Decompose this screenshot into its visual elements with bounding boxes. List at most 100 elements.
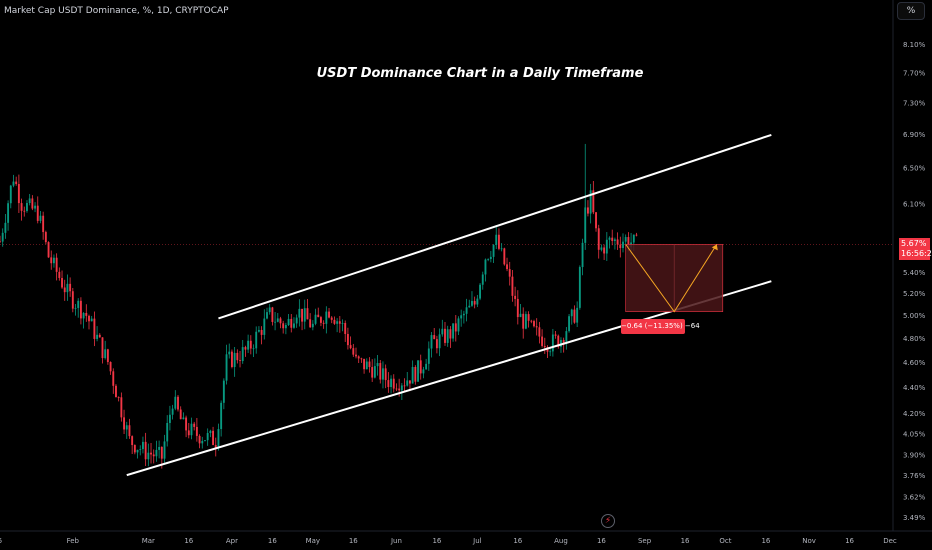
candle-body: [204, 440, 206, 442]
candle-body: [322, 322, 325, 324]
x-tick-label: 16: [845, 537, 854, 545]
candle-body: [66, 283, 69, 293]
candle-body: [460, 315, 463, 319]
candle-body: [535, 326, 538, 328]
candle-body: [47, 242, 50, 258]
y-tick-label: 4.20%: [903, 410, 926, 418]
candle-body: [209, 430, 212, 434]
candle-body: [182, 417, 185, 420]
projection-arrowhead: [711, 244, 718, 251]
candle-body: [419, 360, 422, 374]
candle-body: [479, 284, 482, 299]
projection-path: [625, 244, 718, 313]
y-tick-label: 6.50%: [903, 165, 926, 173]
x-tick-label: 16: [432, 537, 441, 545]
candle-body: [88, 315, 90, 322]
chart-title: USDT Dominance Chart in a Daily Timefram…: [316, 66, 644, 81]
candle-body: [487, 258, 490, 260]
y-tick-label: 3.76%: [903, 472, 926, 480]
candle-body: [430, 335, 433, 349]
candle-body: [503, 248, 506, 265]
candle-body: [516, 298, 519, 318]
candle-body: [128, 425, 131, 437]
candle-body: [104, 349, 107, 359]
y-tick-label: 3.49%: [903, 514, 926, 522]
candle-body: [371, 367, 374, 378]
y-tick-label: 3.90%: [903, 452, 926, 460]
x-tick-label: Jun: [390, 537, 402, 545]
candle-body: [427, 348, 430, 364]
candle-body: [241, 347, 244, 362]
candle-body: [34, 205, 37, 209]
candle-body: [489, 256, 492, 259]
candle-body: [198, 435, 201, 444]
candle-body: [136, 449, 139, 453]
candle-body: [69, 283, 72, 292]
candle-body: [616, 239, 619, 245]
candle-body: [155, 449, 158, 457]
candle-body: [271, 307, 274, 322]
candle-body: [435, 339, 438, 349]
candle-body: [379, 363, 382, 380]
candle-body: [589, 190, 592, 214]
candle-body: [349, 345, 352, 349]
candle-body: [622, 241, 624, 249]
candle-body: [595, 212, 597, 229]
candle-body: [15, 181, 18, 184]
candle-body: [500, 248, 503, 250]
percent-scale-button[interactable]: %: [897, 2, 925, 20]
candle-body: [446, 329, 449, 343]
candle-body: [471, 301, 473, 306]
candle-body: [187, 430, 190, 436]
candle-body: [524, 314, 527, 329]
candle-body: [468, 305, 471, 308]
candle-body: [7, 203, 10, 223]
candle-body: [82, 312, 85, 319]
lightning-icon[interactable]: ⚡: [601, 514, 615, 528]
candle-body: [106, 349, 109, 362]
symbol-legend: Market Cap USDT Dominance, %, 1D, CRYPTO…: [4, 6, 229, 16]
candle-body: [230, 351, 233, 368]
current-price-value: 5.67%: [901, 239, 927, 248]
candle-body: [301, 308, 304, 322]
candle-body: [338, 321, 341, 324]
candle-body: [360, 358, 363, 360]
candle-body: [249, 340, 252, 349]
candle-body: [411, 367, 414, 384]
candle-body: [0, 241, 1, 243]
candle-body: [344, 322, 347, 334]
candle-body: [42, 215, 45, 233]
candle-body: [541, 336, 544, 346]
candle-body: [228, 351, 231, 355]
candle-body: [1, 232, 4, 242]
candle-body: [352, 348, 355, 355]
candle-body: [317, 314, 320, 318]
candle-body: [414, 367, 417, 382]
y-tick-label: 3.62%: [903, 493, 926, 501]
candle-body: [376, 363, 379, 367]
candle-body: [441, 328, 444, 335]
candle-body: [309, 319, 312, 328]
candle-body: [239, 360, 241, 362]
candle-body: [74, 307, 77, 309]
candle-body: [422, 369, 425, 374]
x-tick-label: Jul: [472, 537, 482, 545]
bar-countdown: 16:56:27: [901, 249, 932, 258]
candle-body: [425, 363, 428, 370]
candle-body: [333, 319, 336, 324]
candle-body: [139, 449, 142, 450]
candle-body: [290, 318, 293, 328]
candle-body: [314, 314, 317, 324]
y-tick-label: 4.60%: [903, 359, 926, 367]
candle-body: [52, 257, 55, 264]
candle-body: [85, 312, 88, 316]
candle-body: [624, 237, 627, 242]
channel-upper-line: [218, 133, 772, 320]
candle-body: [190, 423, 193, 436]
y-tick-label: 4.40%: [903, 384, 926, 392]
candle-body: [554, 334, 557, 336]
candle-body: [260, 329, 263, 335]
candle-body: [568, 316, 571, 332]
candle-body: [573, 309, 576, 323]
